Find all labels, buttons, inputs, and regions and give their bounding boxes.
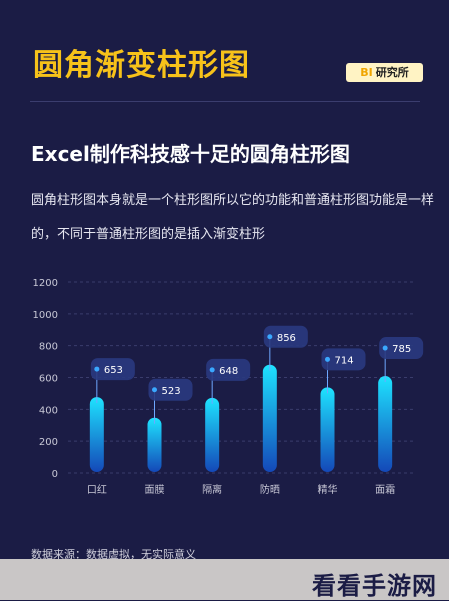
data-label: 523 [162,386,181,397]
x-tick-label: 隔离 [202,483,222,496]
y-tick-label: 0 [52,469,58,480]
bar [320,387,335,472]
bar [262,364,277,472]
data-label-box [321,348,366,371]
data-label-box [148,378,193,401]
bar-chart: 0 200 400 600 800 1000 1200 653 口红 523 面膜 648 隔离 856 防… [33,278,424,496]
y-tick-label: 800 [39,342,58,353]
y-tick-label: 600 [39,374,58,385]
page-title: 圆角渐变柱形图 [33,48,250,83]
header-divider [30,101,420,102]
x-tick-label: 防晒 [260,483,280,496]
footer-band [0,559,449,600]
source-note: 数据来源：数据虚拟，无实际意义 [31,548,196,561]
badge-prefix: BI [360,66,373,79]
data-label: 714 [335,355,354,366]
article-subtitle: Excel制作科技感十足的圆角柱形图 [31,142,350,166]
bar [205,397,220,472]
data-label: 653 [104,365,123,376]
data-label-box [90,358,135,381]
data-label: 785 [392,344,411,355]
watermark: 看看手游网 [312,572,437,600]
article-description: 圆角柱形图本身就是一个柱形图所以它的功能和普通柱形图功能是一样的，不同于普通柱形… [31,193,435,242]
bar [147,417,162,472]
y-tick-label: 1200 [33,278,58,289]
data-point [267,334,273,340]
data-point [209,367,215,373]
data-label-box [379,337,424,360]
data-point [382,345,388,351]
data-label-box [206,358,251,381]
data-point [152,387,157,393]
y-tick-label: 200 [39,437,58,448]
x-tick-label: 口红 [87,483,107,496]
x-tick-label: 面膜 [145,484,165,496]
badge-text: 研究所 [375,66,409,79]
bar [89,397,104,472]
data-point [325,356,330,362]
bar [378,376,393,472]
data-label: 648 [219,366,238,377]
x-tick-label: 面霜 [375,484,395,496]
y-tick-label: 1000 [33,310,58,321]
data-label-box [263,325,308,348]
brand-badge: BI 研究所 [346,63,423,82]
data-point [94,366,100,372]
data-label: 856 [277,333,296,344]
x-tick-label: 精华 [318,483,338,496]
y-tick-label: 400 [39,405,58,416]
